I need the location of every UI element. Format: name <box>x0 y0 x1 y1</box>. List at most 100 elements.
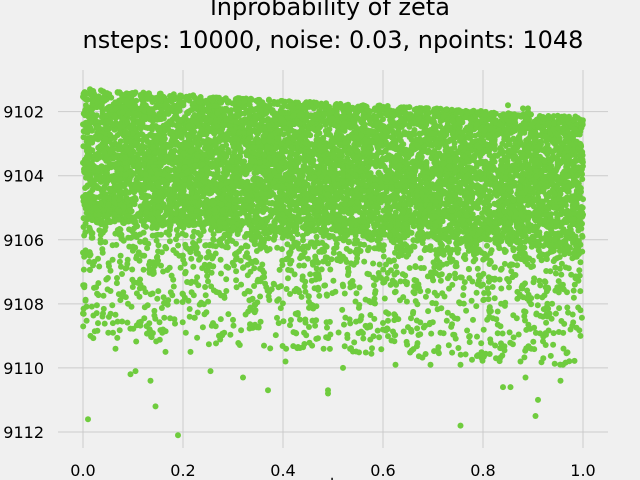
scatter-point <box>406 265 413 271</box>
scatter-point <box>279 246 285 253</box>
scatter-point <box>107 267 114 274</box>
scatter-point <box>473 303 480 310</box>
scatter-point <box>86 226 93 233</box>
scatter-point <box>438 305 445 312</box>
scatter-point <box>349 278 356 284</box>
scatter-point <box>457 274 464 281</box>
scatter-point <box>170 283 177 290</box>
scatter-point <box>291 271 298 278</box>
scatter-point <box>397 297 403 304</box>
scatter-point <box>223 276 230 283</box>
scatter-point <box>368 350 375 357</box>
scatter-point <box>481 290 488 296</box>
scatter-point <box>134 174 141 181</box>
scatter-point <box>196 216 203 222</box>
scatter-point <box>182 329 189 336</box>
scatter-point <box>367 336 374 343</box>
scatter-point <box>173 236 179 243</box>
scatter-point <box>506 278 512 285</box>
scatter-point <box>494 308 501 315</box>
scatter-point <box>391 338 398 345</box>
scatter-point <box>477 153 484 160</box>
scatter-point <box>403 298 410 305</box>
scatter-point <box>556 265 563 272</box>
scatter-point <box>577 332 584 339</box>
scatter-point <box>543 319 550 326</box>
scatter-point <box>160 294 167 301</box>
scatter-point <box>86 258 93 265</box>
scatter-point <box>507 339 514 346</box>
scatter-point <box>289 235 296 242</box>
scatter-point <box>129 266 136 273</box>
scatter-point <box>339 281 346 288</box>
scatter-point <box>156 319 163 326</box>
scatter-point <box>552 264 559 271</box>
scatter-point <box>188 289 195 296</box>
scatter-point <box>360 335 367 342</box>
scatter-point <box>328 226 335 233</box>
scatter-point <box>402 272 409 279</box>
scatter-point <box>326 126 333 133</box>
scatter-point <box>353 290 360 297</box>
scatter-point <box>330 277 337 284</box>
scatter-point <box>428 330 435 337</box>
scatter-point <box>570 319 577 326</box>
scatter-point <box>339 306 346 313</box>
scatter-point <box>316 292 323 299</box>
scatter-point <box>172 320 178 327</box>
scatter-point <box>287 322 293 329</box>
scatter-point <box>431 289 438 296</box>
scatter-point <box>552 270 559 277</box>
scatter-point <box>371 245 378 252</box>
scatter-point <box>218 270 224 277</box>
scatter-point <box>417 288 424 295</box>
scatter-point <box>402 278 408 285</box>
scatter-point <box>307 271 314 278</box>
scatter-point <box>83 317 90 324</box>
scatter-point <box>225 264 232 271</box>
scatter-point <box>540 306 547 313</box>
scatter-point <box>208 283 215 290</box>
scatter-point <box>369 345 375 352</box>
scatter-point <box>445 342 452 349</box>
scatter-point <box>555 329 562 335</box>
scatter-point <box>80 224 87 230</box>
scatter-point <box>158 305 165 311</box>
scatter-point <box>579 176 586 183</box>
scatter-point <box>414 301 421 308</box>
scatter-point <box>510 312 517 319</box>
scatter-point <box>202 292 209 299</box>
scatter-point <box>460 292 467 299</box>
scatter-point <box>278 283 284 290</box>
scatter-point <box>233 277 240 284</box>
scatter-point <box>151 307 158 314</box>
scatter-point <box>179 299 186 305</box>
scatter-point <box>371 282 377 289</box>
scatter-point <box>335 329 342 336</box>
scatter-point <box>529 257 536 264</box>
scatter-point <box>327 266 334 273</box>
scatter-point <box>315 335 321 342</box>
scatter-point <box>161 314 168 321</box>
scatter-point <box>93 310 100 317</box>
scatter-point <box>199 324 206 331</box>
scatter-point <box>457 351 464 358</box>
scatter-point <box>576 267 583 274</box>
scatter-point <box>286 169 292 176</box>
scatter-point <box>383 275 390 282</box>
scatter-point <box>124 256 131 263</box>
scatter-point <box>567 245 573 251</box>
scatter-point <box>342 314 349 321</box>
scatter-point <box>230 322 237 329</box>
scatter-point <box>302 288 309 295</box>
scatter-point <box>238 281 245 288</box>
scatter-point <box>116 327 123 334</box>
scatter-point <box>437 196 444 202</box>
scatter-point <box>485 278 492 285</box>
scatter-point <box>528 301 535 308</box>
scatter-point <box>299 276 306 283</box>
scatter-point <box>320 345 327 352</box>
scatter-point <box>140 266 147 273</box>
scatter-point <box>153 338 160 345</box>
scatter-point <box>177 264 184 271</box>
